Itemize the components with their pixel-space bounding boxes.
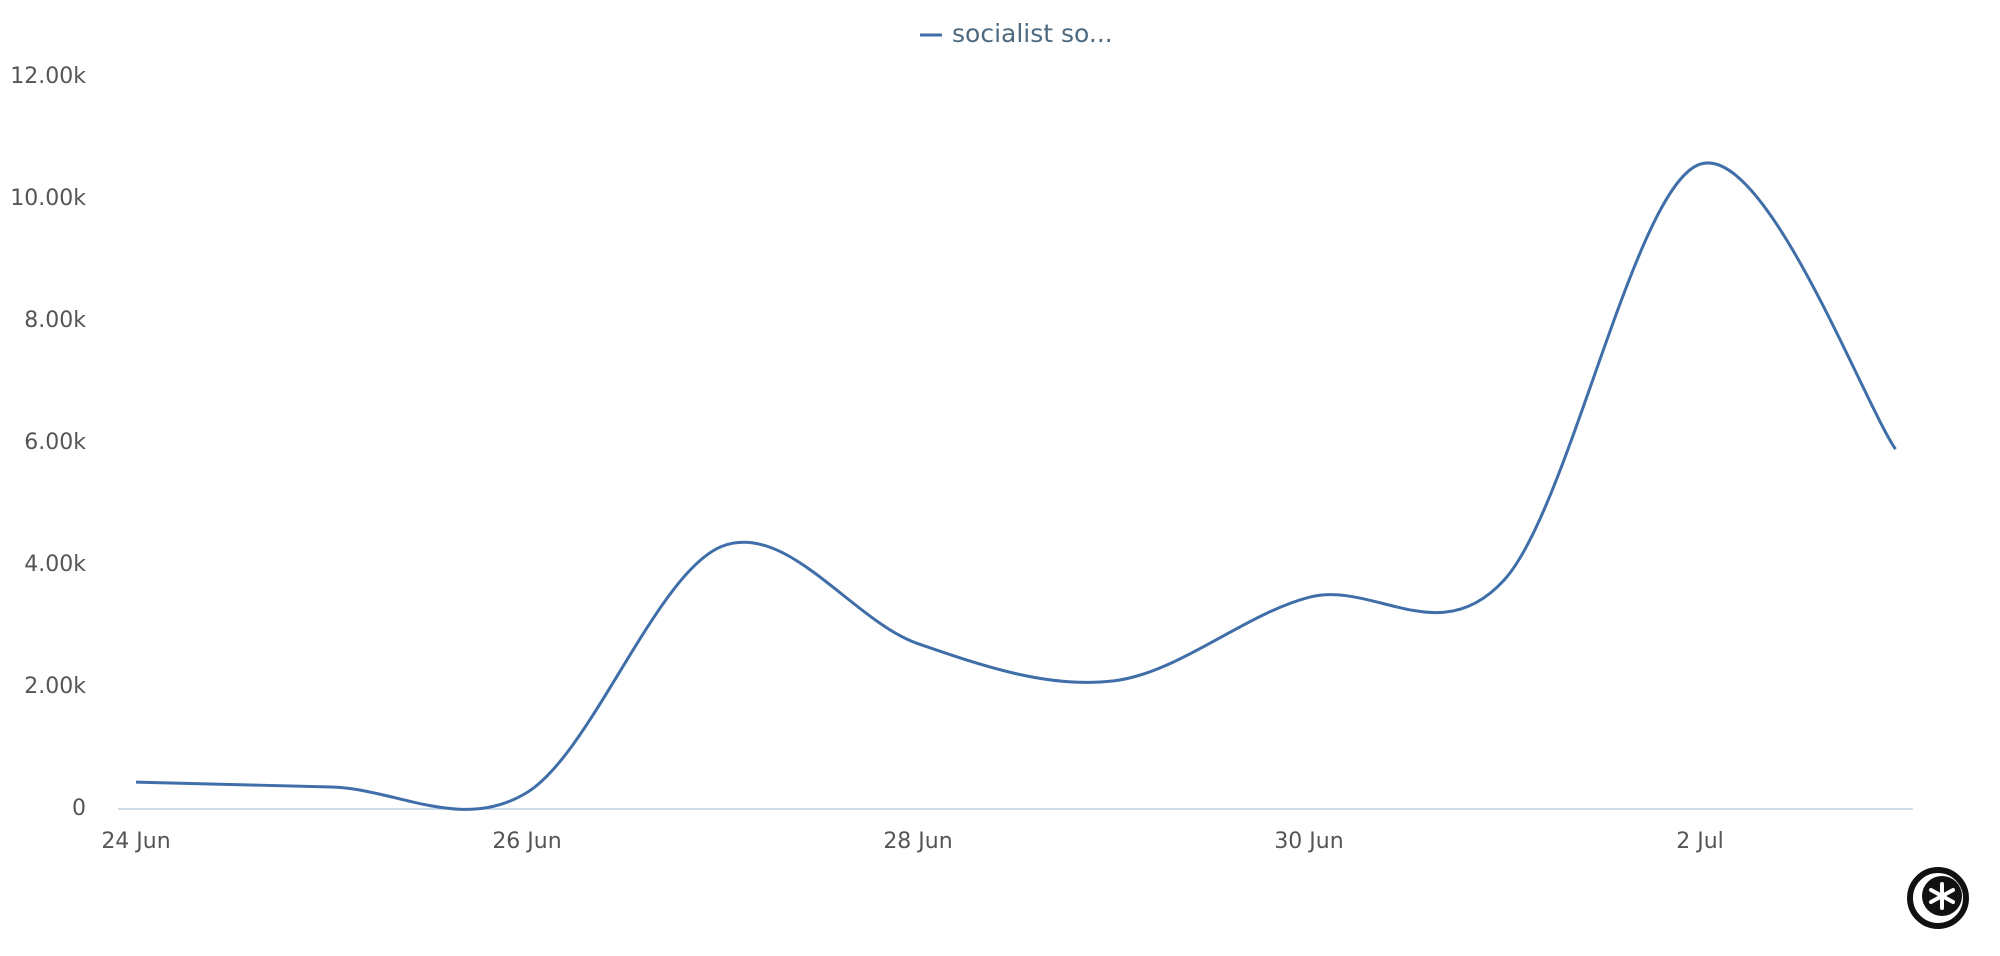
y-tick-label: 0	[72, 796, 86, 821]
x-tick-label: 2 Jul	[1676, 829, 1724, 854]
y-tick-label: 10.00k	[10, 186, 86, 211]
series-line	[135, 161, 1897, 811]
y-tick-label: 8.00k	[24, 308, 86, 333]
y-tick-label: 4.00k	[24, 552, 86, 577]
legend-label: socialist so...	[952, 19, 1113, 48]
y-tick-label: 2.00k	[24, 674, 86, 699]
x-tick-label: 26 Jun	[492, 829, 561, 854]
x-tick-label: 24 Jun	[101, 829, 170, 854]
y-tick-label: 12.00k	[10, 64, 86, 89]
logo	[1907, 867, 1969, 929]
y-tick-label: 6.00k	[24, 430, 86, 455]
x-tick-label: 30 Jun	[1274, 829, 1343, 854]
x-tick-label: 28 Jun	[883, 829, 952, 854]
